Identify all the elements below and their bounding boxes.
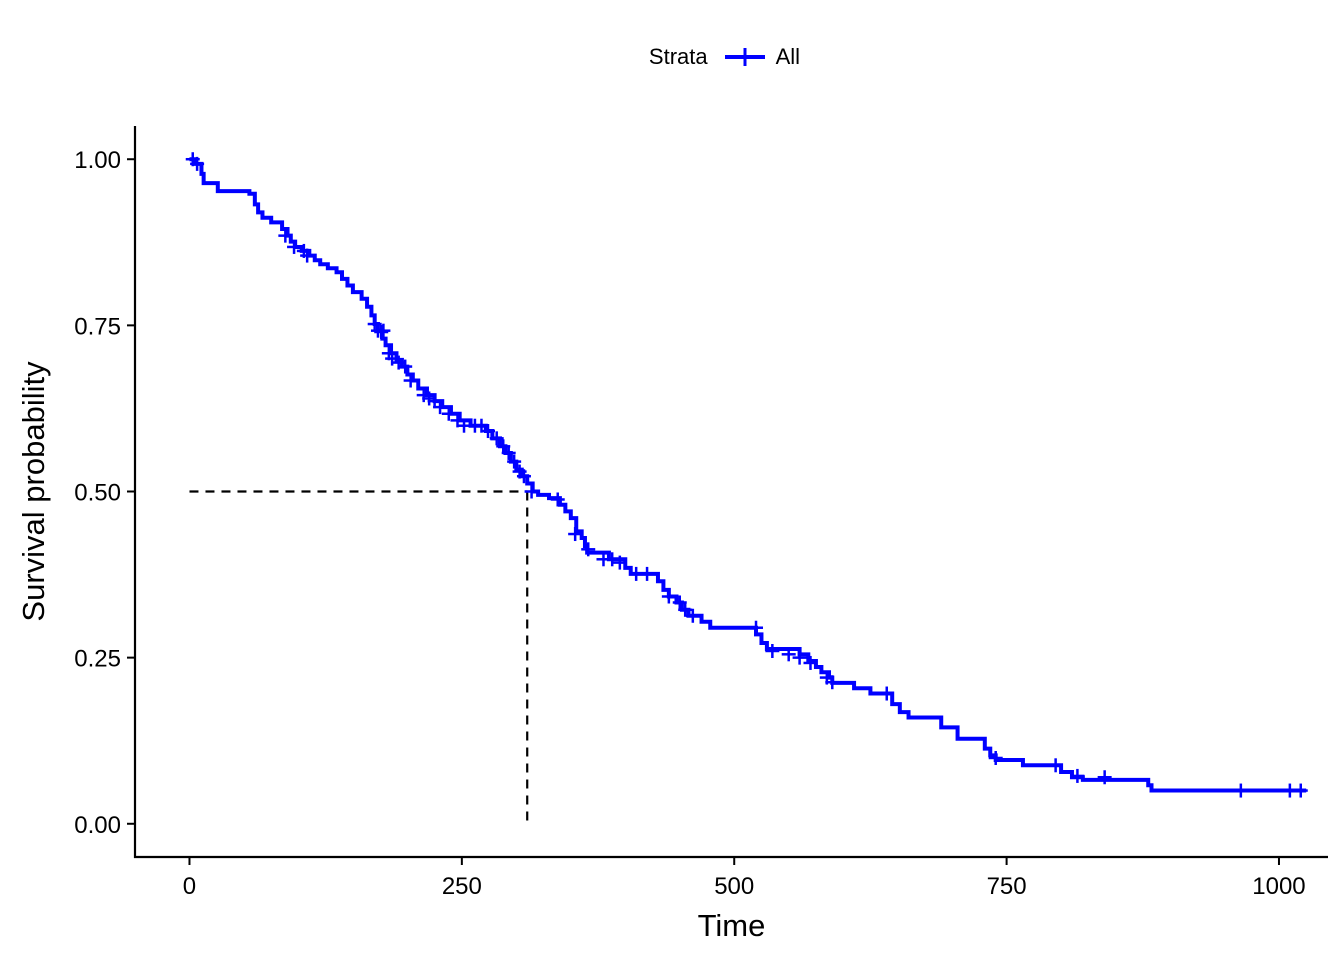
y-tick-label: 1.00 <box>74 147 121 174</box>
censor-mark <box>300 248 315 263</box>
y-tick-label: 0.25 <box>74 646 121 673</box>
censor-mark <box>612 555 627 570</box>
censor-mark <box>781 647 796 662</box>
x-tick-label: 500 <box>714 873 754 900</box>
y-tick-label: 0.00 <box>74 812 121 839</box>
censor-mark <box>367 317 382 332</box>
censor-mark <box>489 431 504 446</box>
censor-mark <box>1293 783 1308 798</box>
censor-mark <box>501 445 516 460</box>
legend: Strata All <box>0 40 1344 74</box>
censor-mark <box>749 620 764 635</box>
censor-mark <box>581 542 596 557</box>
censor-mark <box>568 527 583 542</box>
censor-mark <box>516 469 531 484</box>
y-tick-label: 0.50 <box>74 480 121 507</box>
legend-label-all: All <box>775 44 801 69</box>
censor-mark <box>190 156 205 171</box>
censor-mark <box>1070 768 1085 783</box>
x-tick-label: 250 <box>442 873 482 900</box>
censor-mark <box>1048 758 1063 773</box>
censor-mark <box>685 608 700 623</box>
x-tick-label: 0 <box>183 873 196 900</box>
censor-mark <box>403 373 418 388</box>
censor-mark <box>507 454 522 469</box>
censor-mark <box>524 484 539 499</box>
censor-mark <box>374 325 389 340</box>
censor-mark <box>765 643 780 658</box>
censor-mark <box>376 323 391 338</box>
censor-mark <box>605 552 620 567</box>
censor-mark <box>287 239 302 254</box>
censor-mark <box>1097 770 1112 785</box>
censor-mark <box>278 228 293 243</box>
censor-mark <box>1233 783 1248 798</box>
x-tick-label: 1000 <box>1252 873 1305 900</box>
censor-mark <box>678 602 693 617</box>
y-axis-title: Survival probability <box>16 361 51 622</box>
censor-mark <box>480 424 495 439</box>
censor-mark <box>988 750 1003 765</box>
censor-mark <box>550 492 565 507</box>
legend-key-all <box>724 48 765 66</box>
censor-mark <box>441 406 456 421</box>
censor-mark <box>640 566 655 581</box>
censor-mark <box>792 650 807 665</box>
censor-mark <box>661 589 676 604</box>
censor-mark <box>672 595 687 610</box>
series-group <box>185 152 1308 798</box>
censor-mark <box>433 400 448 415</box>
survival-curve-all <box>189 157 1307 793</box>
censor-mark <box>803 655 818 670</box>
legend-title: Strata <box>648 44 708 69</box>
censor-mark <box>825 675 840 690</box>
censor-mark <box>398 359 413 374</box>
y-tick-label: 0.75 <box>74 313 121 340</box>
x-axis-title: Time <box>698 908 766 943</box>
axis-labels: 0 250 500 750 1000 0.00 0.25 0.50 0.75 1.00 Time Su… <box>16 147 1306 943</box>
axes <box>127 126 1328 865</box>
censor-mark <box>879 686 894 701</box>
x-tick-label: 750 <box>987 873 1027 900</box>
median-reference-lines <box>189 490 529 824</box>
